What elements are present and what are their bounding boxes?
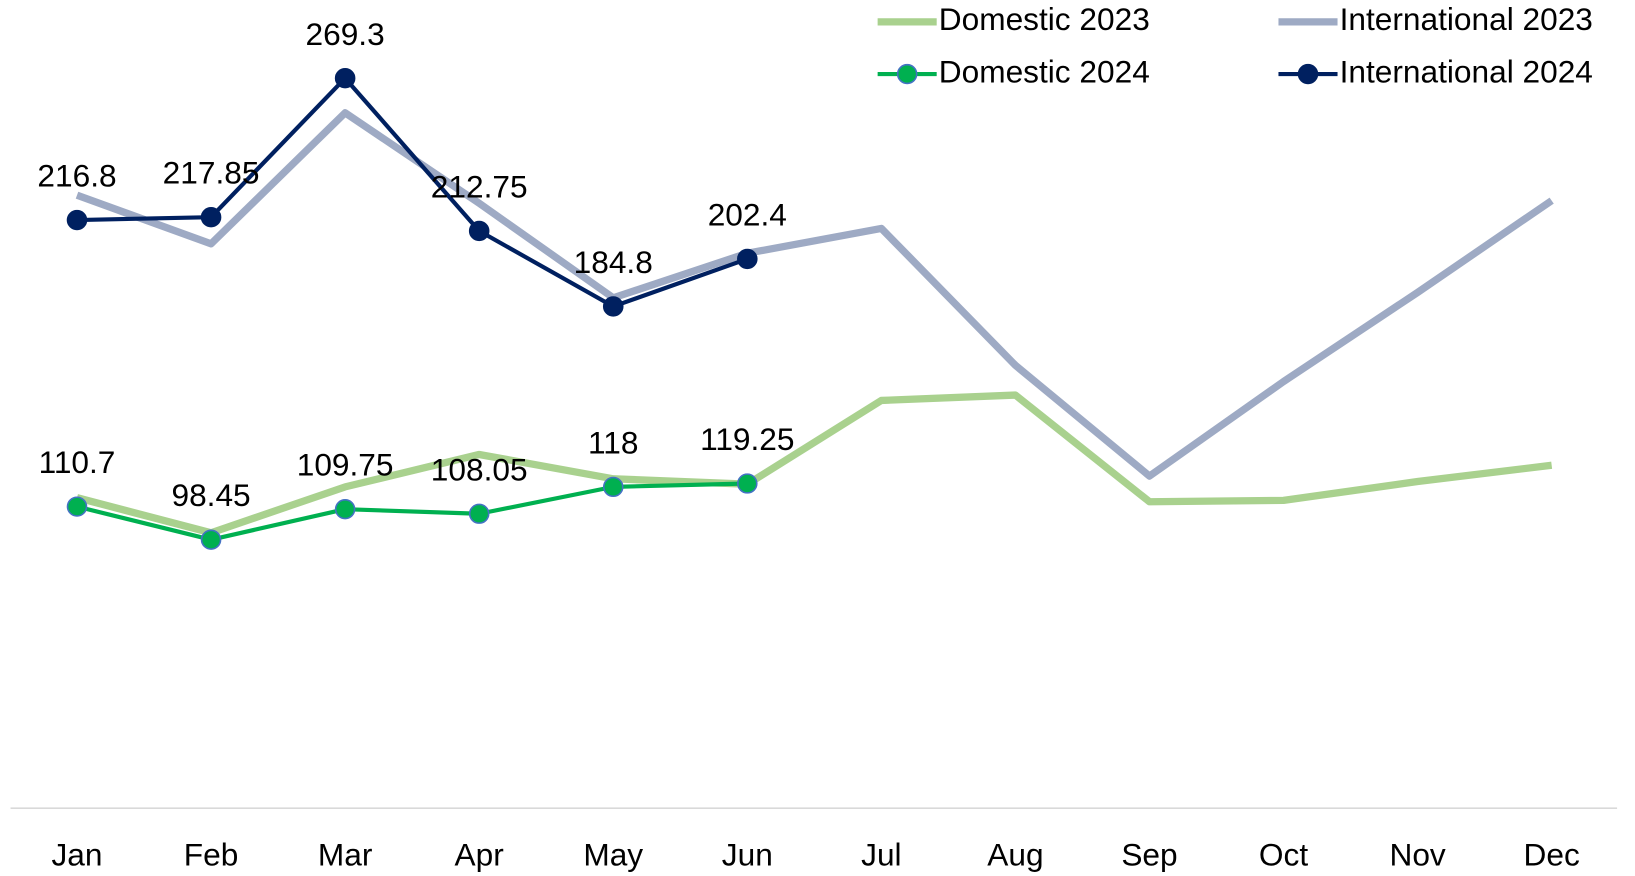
data-label: 212.75: [431, 170, 528, 205]
x-tick-label: May: [583, 838, 643, 873]
data-label: 108.05: [431, 452, 528, 487]
series-line: [75, 109, 1554, 480]
x-tick-label: Oct: [1259, 838, 1308, 873]
marker: [602, 476, 624, 498]
series-line: [76, 76, 749, 309]
marker: [200, 207, 222, 228]
data-label: 202.4: [708, 198, 787, 233]
marker: [737, 473, 758, 494]
data-label: 269.3: [306, 17, 385, 52]
data-label: 119.25: [700, 422, 794, 457]
x-tick-label: Jul: [861, 838, 901, 873]
data-label: 109.75: [297, 448, 394, 483]
x-tick-label: Apr: [455, 838, 504, 873]
data-label: 118: [588, 426, 638, 461]
legend-label: International 2024: [1340, 54, 1593, 89]
marker: [468, 503, 490, 524]
x-tick-label: Nov: [1389, 838, 1446, 873]
marker: [200, 529, 222, 550]
legend-label: Domestic 2023: [939, 2, 1150, 37]
marker: [66, 209, 88, 231]
legend-marker: [1297, 63, 1319, 85]
data-label: 110.7: [39, 445, 116, 480]
marker: [737, 248, 758, 270]
marker: [602, 296, 624, 317]
x-tick-label: Aug: [987, 838, 1043, 873]
legend-label: Domestic 2024: [939, 54, 1150, 89]
x-tick-label: Feb: [184, 838, 239, 873]
x-tick-label: Jun: [722, 838, 773, 873]
legend-marker: [896, 63, 918, 85]
x-tick-label: Dec: [1524, 838, 1580, 873]
data-label: 217.85: [163, 156, 260, 191]
legend-label: International 2023: [1340, 2, 1593, 37]
x-tick-label: Mar: [318, 838, 372, 873]
marker: [334, 499, 356, 520]
x-tick-label: Jan: [51, 838, 102, 873]
marker: [468, 220, 490, 242]
data-label: 98.45: [171, 478, 250, 513]
x-tick-label: Sep: [1121, 838, 1177, 873]
series-line: [76, 481, 748, 542]
data-label: 216.8: [37, 159, 116, 194]
series-line: [76, 391, 1553, 537]
marker: [66, 496, 88, 517]
marker: [334, 68, 356, 89]
data-label: 184.8: [574, 245, 653, 280]
